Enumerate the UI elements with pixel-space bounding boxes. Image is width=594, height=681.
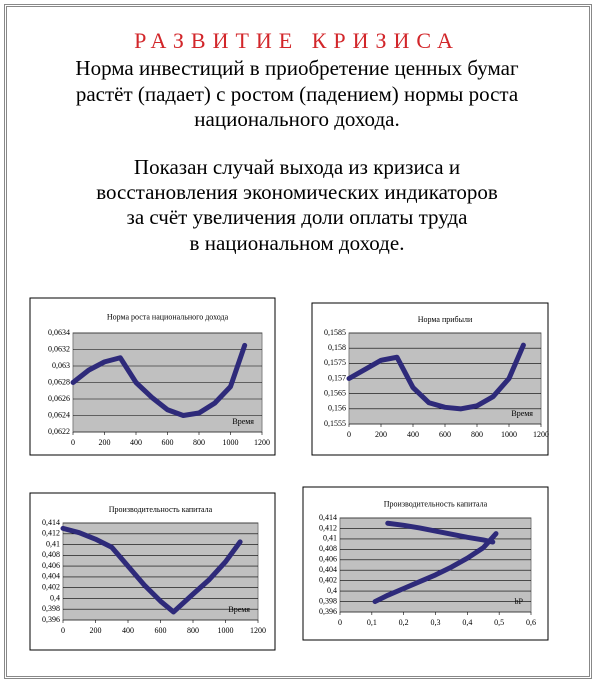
y-tick-label: 0,406 [42,561,60,570]
data-line [346,342,526,412]
frame [4,4,592,679]
x-tick-label: 0 [338,618,342,627]
x-tick-label: 1000 [223,438,239,447]
y-tick-label: 0,396 [42,615,60,624]
x-tick-label: 0 [347,430,351,439]
y-tick-label: 0,0624 [48,410,70,419]
y-tick-label: 0,0622 [48,427,70,436]
y-tick-label: 0,0634 [48,328,70,337]
y-tick-label: 0,408 [319,544,337,553]
data-line [372,531,499,605]
slide-title: РАЗВИТИЕ КРИЗИСА [134,28,460,53]
chart-title: Производительность капитала [384,499,488,508]
text-line: Показан случай выхода из кризиса и [133,155,461,179]
x-tick-label: 600 [155,626,167,635]
x-tick-label: 800 [193,438,205,447]
x-axis-label: Время [232,417,254,426]
x-axis-label: Время [511,409,533,418]
x-tick-label: 0,4 [462,618,472,627]
y-tick-label: 0,158 [328,343,346,352]
x-tick-label: 800 [187,626,199,635]
data-line [60,525,243,615]
x-tick-label: 0 [61,626,65,635]
x-tick-label: 0,3 [431,618,441,627]
y-tick-label: 0,1555 [324,419,346,428]
chart-title: Производительность капитала [109,505,213,514]
y-tick-label: 0,41 [323,534,337,543]
x-tick-label: 1200 [254,438,270,447]
y-tick-label: 0,0632 [48,344,70,353]
x-tick-label: 0,1 [367,618,377,627]
chart-title: Норма роста национального дохода [107,312,229,321]
text-line: восстановления экономических индикаторов [96,180,498,204]
y-tick-label: 0,402 [42,582,60,591]
x-tick-label: 0,5 [494,618,504,627]
y-tick-label: 0,4 [50,593,60,602]
y-tick-label: 0,412 [42,529,60,538]
y-tick-label: 0,1565 [324,388,346,397]
data-line [70,342,248,418]
x-tick-label: 1200 [533,430,549,439]
text-line: растёт (падает) с ростом (падением) норм… [75,82,519,106]
text-line: в национальном доходе. [189,231,405,255]
y-tick-label: 0,398 [319,596,337,605]
x-tick-label: 400 [130,438,142,447]
text-line: национального дохода. [194,107,400,131]
x-tick-label: 1000 [218,626,234,635]
y-tick-label: 0,1575 [324,358,346,367]
y-tick-label: 0,406 [319,555,337,564]
x-tick-label: 0,6 [526,618,536,627]
y-tick-label: 0,156 [328,404,346,413]
x-tick-label: 1000 [501,430,517,439]
y-tick-label: 0,412 [319,523,337,532]
x-tick-label: 200 [375,430,387,439]
x-tick-label: 600 [162,438,174,447]
y-tick-label: 0,404 [42,572,60,581]
text-line: за счёт увеличения доли оплаты труда [126,205,468,229]
y-tick-label: 0,398 [42,604,60,613]
y-tick-label: 0,0626 [48,394,70,403]
data-line [385,520,496,545]
chart-title: Норма прибыли [418,315,473,324]
y-tick-label: 0,157 [328,373,346,382]
x-tick-label: 600 [439,430,451,439]
y-tick-label: 0,396 [319,607,337,616]
x-tick-label: 0 [71,438,75,447]
x-axis-label: bP [515,597,524,606]
y-tick-label: 0,41 [46,539,60,548]
y-tick-label: 0,4 [327,586,337,595]
x-tick-label: 0,2 [399,618,409,627]
y-tick-label: 0,408 [42,550,60,559]
y-tick-label: 0,414 [319,513,337,522]
y-tick-label: 0,0628 [48,377,70,386]
plot-area [339,517,532,613]
x-tick-label: 400 [407,430,419,439]
x-tick-label: 200 [99,438,111,447]
y-tick-label: 0,1585 [324,328,346,337]
y-tick-label: 0,404 [319,565,337,574]
x-axis-label: Время [228,605,250,614]
x-tick-label: 200 [90,626,102,635]
x-tick-label: 800 [471,430,483,439]
y-tick-label: 0,402 [319,575,337,584]
y-tick-label: 0,414 [42,518,60,527]
y-tick-label: 0,063 [52,361,70,370]
text-line: Норма инвестиций в приобретение ценных б… [75,56,519,80]
x-tick-label: 1200 [250,626,266,635]
x-tick-label: 400 [122,626,134,635]
